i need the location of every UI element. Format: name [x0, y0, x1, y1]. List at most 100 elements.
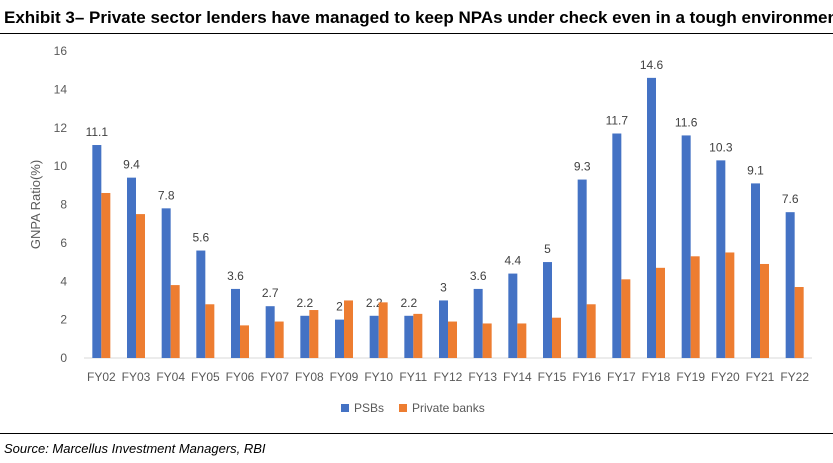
x-tick-label: FY10: [364, 370, 393, 384]
exhibit-title: Exhibit 3– Private sector lenders have m…: [4, 8, 833, 27]
x-tick-label: FY08: [295, 370, 324, 384]
data-label: 11.1: [86, 125, 109, 139]
bar-private-banks: [240, 325, 249, 358]
bar-private-banks: [482, 323, 492, 358]
bar-private-banks: [621, 279, 631, 358]
x-tick-label: FY20: [711, 370, 740, 384]
x-tick-label: FY12: [434, 370, 463, 384]
y-tick-label: 8: [60, 198, 67, 212]
bar-psbs: [577, 179, 587, 358]
y-tick-label: 6: [60, 236, 67, 250]
data-label: 2: [336, 300, 343, 314]
bar-psbs: [127, 177, 136, 358]
bar-psbs: [716, 160, 726, 358]
bar-psbs: [231, 288, 240, 358]
data-label: 4.4: [504, 254, 521, 268]
y-axis-label: GNPA Ratio(%): [28, 160, 43, 249]
bar-private-banks: [344, 300, 353, 358]
data-label: 9.3: [574, 160, 591, 174]
x-tick-label: FY18: [642, 370, 671, 384]
top-divider: [0, 33, 833, 34]
legend-swatch-psbs: [341, 404, 349, 412]
legend-label-psbs: PSBs: [354, 401, 384, 415]
data-label: 11.7: [606, 114, 629, 128]
y-tick-label: 4: [60, 274, 67, 288]
bar-psbs: [335, 319, 344, 358]
bar-psbs: [612, 133, 622, 358]
bar-private-banks: [656, 267, 665, 358]
data-label: 7.6: [782, 192, 799, 206]
bar-psbs: [508, 273, 518, 358]
y-tick-label: 10: [54, 159, 68, 173]
bar-private-banks: [725, 252, 735, 358]
data-label: 5.6: [192, 231, 209, 245]
data-label: 7.8: [158, 188, 175, 202]
data-label: 3: [440, 280, 447, 294]
data-label: 2.2: [400, 296, 417, 310]
bar-private-banks: [170, 285, 180, 358]
x-tick-label: FY15: [538, 370, 567, 384]
x-tick-label: FY04: [156, 370, 185, 384]
bar-private-banks: [586, 304, 596, 358]
y-tick-label: 0: [60, 351, 67, 365]
legend-label-private-banks: Private banks: [412, 401, 485, 415]
x-tick-label: FY22: [780, 370, 809, 384]
x-tick-label: FY14: [503, 370, 532, 384]
bar-psbs: [751, 183, 760, 358]
bar-private-banks: [205, 304, 215, 358]
bar-private-banks: [552, 317, 561, 358]
x-tick-label: FY19: [676, 370, 705, 384]
x-tick-label: FY13: [468, 370, 497, 384]
bar-psbs: [473, 288, 483, 358]
y-tick-label: 14: [54, 82, 68, 96]
data-label: 3.6: [227, 269, 244, 283]
bar-psbs: [300, 315, 310, 358]
bar-psbs: [369, 315, 379, 358]
data-label: 3.6: [470, 269, 487, 283]
bar-private-banks: [378, 302, 388, 358]
x-tick-label: FY02: [87, 370, 116, 384]
x-tick-label: FY21: [746, 370, 775, 384]
x-tick-label: FY16: [572, 370, 601, 384]
bar-private-banks: [690, 256, 700, 358]
data-label: 9.1: [747, 163, 764, 177]
x-tick-label: FY17: [607, 370, 636, 384]
bar-psbs: [161, 208, 171, 358]
bar-private-banks: [136, 214, 145, 358]
x-tick-label: FY03: [122, 370, 151, 384]
y-tick-label: 12: [54, 121, 68, 135]
y-tick-label: 16: [54, 44, 68, 58]
bar-psbs: [92, 145, 102, 358]
bar-psbs: [404, 315, 414, 358]
bar-psbs: [543, 262, 552, 358]
bar-private-banks: [101, 192, 111, 358]
data-label: 2.7: [262, 286, 279, 300]
bar-psbs: [785, 212, 795, 358]
x-tick-label: FY09: [330, 370, 359, 384]
bar-private-banks: [760, 263, 769, 358]
bar-private-banks: [413, 313, 423, 358]
bottom-divider: [0, 433, 833, 434]
bar-private-banks: [794, 287, 804, 358]
bar-psbs: [681, 135, 691, 358]
source-note: Source: Marcellus Investment Managers, R…: [4, 441, 266, 456]
bar-private-banks: [309, 310, 319, 358]
x-tick-label: FY11: [399, 370, 427, 384]
bar-psbs: [439, 300, 448, 358]
data-label: 5: [544, 242, 551, 256]
bar-private-banks: [517, 323, 527, 358]
data-label: 14.6: [640, 58, 664, 72]
bar-psbs: [196, 250, 206, 358]
legend-swatch-private-banks: [399, 404, 407, 412]
bar-psbs: [647, 77, 656, 359]
bar-private-banks: [448, 321, 457, 358]
bar-psbs: [265, 306, 275, 358]
bar-private-banks: [274, 321, 284, 358]
data-label: 11.6: [675, 115, 698, 129]
y-tick-label: 2: [60, 313, 67, 327]
x-tick-label: FY06: [226, 370, 255, 384]
x-tick-label: FY07: [260, 370, 289, 384]
data-label: 10.3: [709, 140, 733, 154]
x-tick-label: FY05: [191, 370, 220, 384]
data-label: 9.4: [123, 158, 140, 172]
